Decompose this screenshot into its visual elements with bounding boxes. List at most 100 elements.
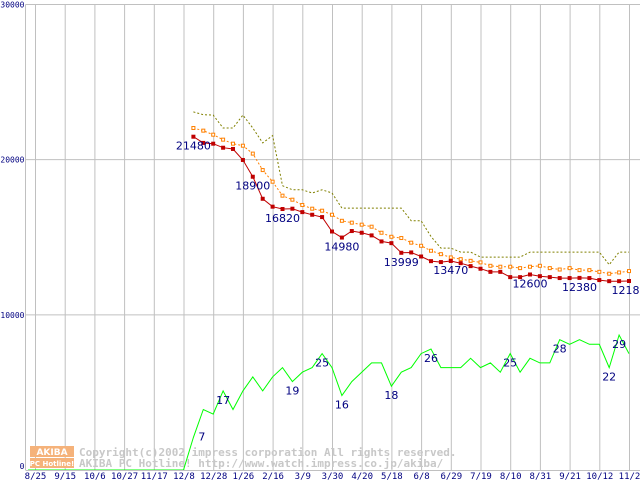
x-tick-label: 5/18 bbox=[381, 472, 403, 480]
point-average bbox=[320, 208, 325, 213]
point-min bbox=[320, 215, 325, 220]
point-min bbox=[349, 229, 354, 234]
point-min bbox=[201, 140, 206, 145]
point-min bbox=[290, 206, 295, 211]
grid bbox=[25, 4, 640, 470]
point-average bbox=[379, 230, 384, 235]
point-average bbox=[409, 240, 414, 245]
point-min bbox=[369, 233, 374, 238]
data-label-shop-count: 29 bbox=[612, 338, 626, 351]
data-label-min: 12380 bbox=[562, 281, 597, 294]
point-average bbox=[349, 220, 354, 225]
point-average bbox=[537, 263, 542, 268]
x-tick-label: 6/29 bbox=[440, 472, 462, 480]
point-average bbox=[300, 202, 305, 207]
logo-box-top bbox=[30, 446, 74, 457]
point-min bbox=[389, 241, 394, 246]
x-tick-label: 11/17 bbox=[141, 472, 168, 480]
data-label-min: 13999 bbox=[384, 256, 419, 269]
point-average bbox=[221, 137, 226, 142]
copyright-text: Copyright(c)2002 impress corporation All… bbox=[79, 446, 457, 459]
point-min bbox=[280, 207, 285, 212]
point-average bbox=[310, 206, 315, 211]
x-tick-label: 3/30 bbox=[322, 472, 344, 480]
data-label-shop-count: 18 bbox=[384, 389, 398, 402]
x-tick-label: 11/2 bbox=[619, 472, 640, 480]
data-label-shop-count: 25 bbox=[315, 357, 329, 370]
point-average bbox=[468, 258, 473, 263]
point-average bbox=[498, 264, 503, 269]
data-label-min: 16820 bbox=[265, 212, 300, 225]
point-average bbox=[597, 269, 602, 274]
point-min bbox=[240, 157, 245, 162]
point-average bbox=[240, 143, 245, 148]
x-tick-label: 8/31 bbox=[530, 472, 552, 480]
series-line-average bbox=[193, 127, 630, 275]
point-min bbox=[339, 235, 344, 240]
data-label-shop-count: 17 bbox=[216, 394, 230, 407]
point-min bbox=[191, 134, 196, 139]
point-average bbox=[607, 271, 612, 276]
point-min bbox=[221, 145, 226, 150]
data-label-shop-count: 26 bbox=[424, 352, 438, 365]
point-average bbox=[617, 270, 622, 275]
y-tick-label: 20000 bbox=[0, 156, 24, 165]
point-average bbox=[557, 267, 562, 272]
point-average bbox=[369, 224, 374, 229]
y-tick-label: 0 bbox=[20, 462, 25, 471]
point-min bbox=[419, 254, 424, 259]
point-average bbox=[587, 268, 592, 273]
point-average bbox=[389, 234, 394, 239]
x-tick-label: 3/9 bbox=[295, 472, 311, 480]
point-average bbox=[458, 257, 463, 262]
point-min bbox=[231, 146, 235, 151]
point-min bbox=[270, 204, 275, 209]
point-min bbox=[627, 279, 631, 284]
point-min bbox=[537, 274, 542, 279]
data-label-min: 18900 bbox=[235, 180, 270, 193]
point-average bbox=[528, 264, 532, 269]
point-average bbox=[260, 168, 265, 173]
point-average bbox=[280, 193, 285, 198]
x-tick-label: 10/12 bbox=[586, 472, 613, 480]
point-min bbox=[488, 269, 493, 274]
point-min bbox=[429, 259, 433, 264]
data-label-min: 12180 bbox=[612, 284, 640, 297]
series-layer bbox=[28, 111, 631, 471]
point-min bbox=[379, 239, 384, 244]
point-min bbox=[587, 276, 592, 281]
x-tick-label: 9/15 bbox=[54, 472, 76, 480]
logo-box-bottom bbox=[30, 458, 74, 468]
x-tick-label: 4/20 bbox=[351, 472, 373, 480]
point-average bbox=[627, 269, 631, 274]
data-label-shop-count: 16 bbox=[335, 399, 349, 412]
point-min bbox=[330, 229, 334, 234]
point-min bbox=[359, 230, 364, 235]
x-tick-label: 9/21 bbox=[559, 472, 581, 480]
point-min bbox=[250, 174, 255, 179]
point-min bbox=[498, 269, 503, 274]
x-tick-label: 8/25 bbox=[25, 472, 47, 480]
point-average bbox=[270, 179, 275, 184]
point-min bbox=[458, 261, 463, 266]
logo-top-text: AKIBA bbox=[36, 448, 67, 458]
point-min bbox=[528, 272, 532, 277]
point-average bbox=[488, 263, 493, 268]
data-label-shop-count: 19 bbox=[285, 385, 299, 398]
point-average bbox=[567, 266, 572, 271]
x-tick-label: 12/28 bbox=[200, 472, 227, 480]
point-average bbox=[438, 252, 443, 257]
point-average bbox=[290, 197, 295, 202]
x-tick-label: 12/8 bbox=[173, 472, 195, 480]
x-tick-label: 10/6 bbox=[84, 472, 106, 480]
point-min bbox=[211, 141, 216, 146]
point-average bbox=[448, 255, 453, 260]
point-average bbox=[419, 243, 424, 248]
data-label-min: 12600 bbox=[513, 277, 548, 290]
data-labels: 21480 18900 16820 14980 13999 13470 12600 12380… bbox=[176, 140, 640, 444]
series-line-max bbox=[193, 111, 629, 266]
point-average bbox=[231, 141, 235, 146]
point-average bbox=[429, 248, 433, 253]
point-average bbox=[201, 128, 206, 133]
